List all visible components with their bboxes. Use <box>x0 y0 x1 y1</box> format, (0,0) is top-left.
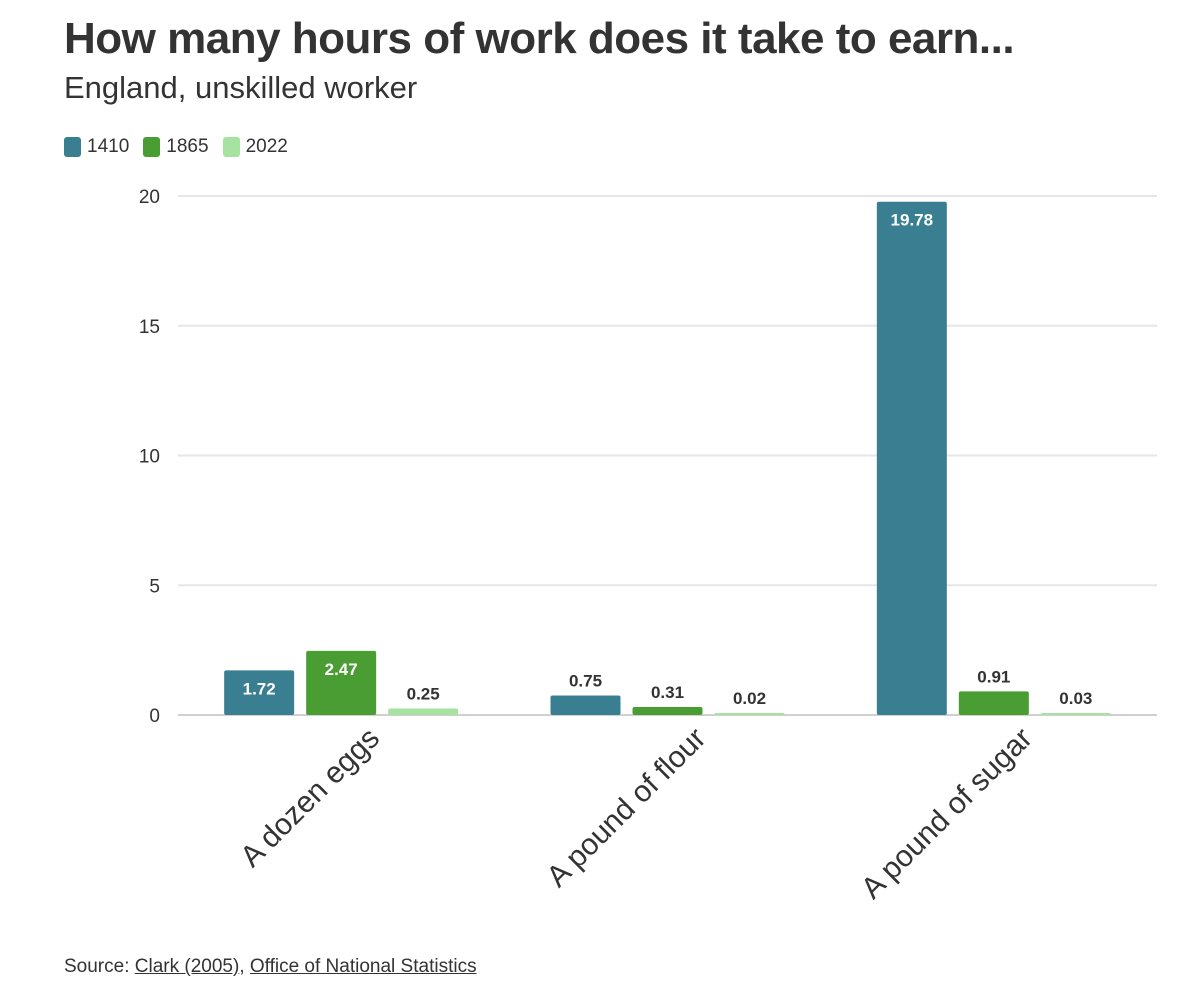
bar-1865-0[interactable] <box>306 650 377 715</box>
bar-label-1865-2: 0.91 <box>977 667 1010 686</box>
legend-swatch-2022 <box>222 137 240 157</box>
bar-1410-1[interactable] <box>550 695 621 715</box>
source-link-ons[interactable]: Office of National Statistics <box>249 956 477 977</box>
chart-title: How many hours of work does it take to e… <box>64 14 1015 63</box>
y-tick-label-15: 15 <box>139 317 160 338</box>
legend-label-1865: 1865 <box>166 136 209 157</box>
bar-label-2022-1: 0.02 <box>733 689 766 708</box>
legend-item-2022[interactable]: 2022 <box>222 136 288 158</box>
x-axis-label-0: A dozen eggs <box>234 722 386 874</box>
bar-1410-0[interactable] <box>224 670 295 715</box>
bar-1865-2[interactable] <box>958 691 1029 715</box>
y-tick-label-5: 5 <box>149 576 160 597</box>
bar-label-1410-0: 1.72 <box>243 679 276 698</box>
legend-label-1410: 1410 <box>87 136 130 157</box>
chart-subtitle: England, unskilled worker <box>64 70 418 105</box>
legend-swatch-1410 <box>64 137 81 157</box>
y-tick-label-10: 10 <box>139 447 160 468</box>
bar-labels: 1.72 2.47 0.25 0.75 0.31 0.02 19.78 0.91 0.03 <box>243 211 1093 708</box>
bar-1410-2[interactable] <box>876 201 947 716</box>
x-axis-label-2: A pound of sugar <box>855 722 1039 906</box>
x-axis-labels: A dozen eggs A pound of flour A pound of s… <box>234 722 1039 906</box>
bar-2022-1[interactable] <box>714 713 785 715</box>
y-tick-label-0: 0 <box>149 706 160 727</box>
grid-lines <box>178 195 1157 716</box>
source-link-clark[interactable]: Clark (2005) <box>134 956 240 977</box>
bar-label-2022-0: 0.25 <box>407 685 440 704</box>
bar-label-2022-2: 0.03 <box>1059 689 1092 708</box>
bar-2022-0[interactable] <box>388 708 459 715</box>
bar-label-1410-2: 19.78 <box>891 211 934 230</box>
legend-label-2022: 2022 <box>245 136 288 157</box>
bar-2022-2[interactable] <box>1040 713 1111 715</box>
bars <box>224 201 1111 716</box>
source-prefix: Source: <box>64 956 135 977</box>
bar-label-1410-1: 0.75 <box>569 672 602 691</box>
legend-swatch-1865 <box>143 137 161 157</box>
bar-label-1865-0: 2.47 <box>325 660 358 679</box>
source-note: Source: Clark (2005), Office of National… <box>64 956 477 978</box>
y-tick-label-20: 20 <box>139 187 160 208</box>
x-axis-label-1: A pound of flour <box>541 722 713 894</box>
bar-label-1865-1: 0.31 <box>651 683 684 702</box>
bar-1865-1[interactable] <box>632 706 703 715</box>
legend: 1410 1865 2022 <box>64 136 288 158</box>
legend-item-1410[interactable]: 1410 <box>64 136 129 158</box>
source-separator: , <box>239 956 250 977</box>
legend-item-1865[interactable]: 1865 <box>143 136 209 158</box>
y-axis-ticks: 0 5 10 15 20 <box>139 187 160 727</box>
